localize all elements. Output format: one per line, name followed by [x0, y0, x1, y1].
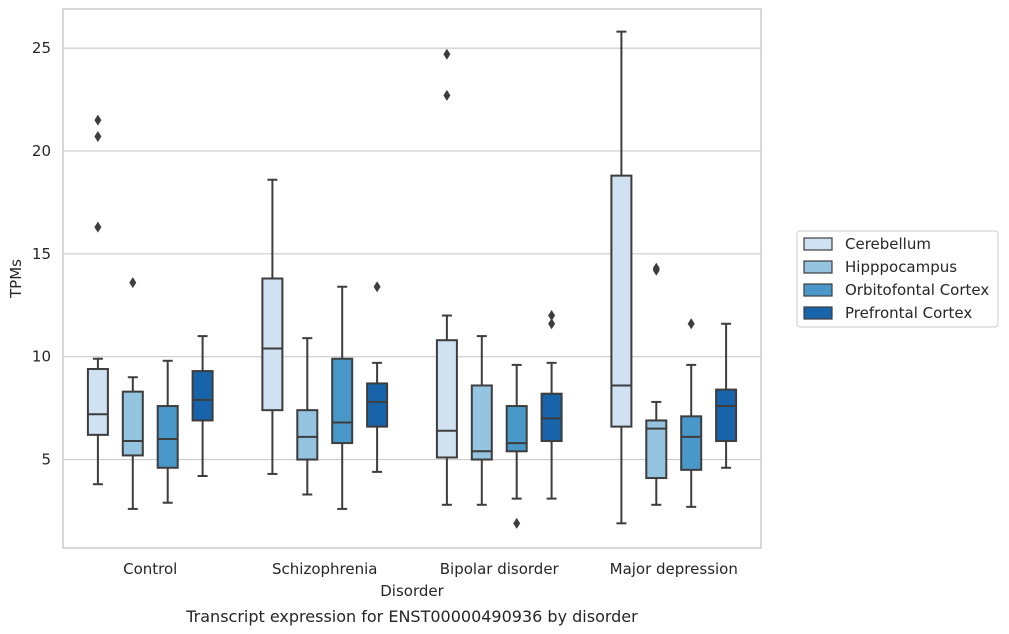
box-iqr — [156, 405, 179, 469]
x-tick-label: Major depression — [610, 560, 738, 578]
y-tick-label: 10 — [32, 348, 51, 366]
legend-label: Hipppocampus — [845, 258, 957, 276]
box-3-1 — [645, 262, 668, 506]
legend-frame — [796, 230, 999, 328]
outlier-point — [94, 221, 102, 233]
box-2-2 — [505, 363, 528, 529]
outlier-point — [513, 517, 521, 529]
box-iqr — [715, 388, 738, 443]
outlier-point — [129, 277, 137, 289]
outlier-point — [687, 318, 695, 330]
box-2-0 — [435, 48, 458, 506]
y-tick-label: 25 — [32, 39, 51, 57]
y-tick-labels: 5 10 15 20 25 — [32, 39, 51, 468]
box-iqr — [505, 405, 528, 453]
chart-caption: Transcript expression for ENST0000049093… — [185, 607, 638, 626]
box-3-3 — [715, 322, 738, 469]
legend-swatch — [803, 306, 833, 320]
legend-swatch — [803, 260, 833, 274]
box-1-0 — [261, 178, 284, 475]
box-0-3 — [191, 335, 214, 477]
outlier-point — [548, 318, 556, 330]
box-iqr — [296, 409, 319, 461]
outlier-point — [94, 131, 102, 143]
legend-label: Cerebellum — [845, 235, 931, 253]
x-tick-label: Schizophrenia — [272, 560, 377, 578]
outlier-point — [652, 262, 660, 274]
box-3-0 — [610, 30, 633, 525]
box-2-3 — [540, 310, 563, 500]
box-iqr — [540, 392, 563, 443]
box-iqr — [366, 382, 389, 428]
boxes — [86, 30, 738, 529]
box-0-0 — [86, 114, 109, 486]
box-iqr — [680, 415, 703, 471]
box-0-1 — [121, 277, 144, 510]
legend-label: Orbitofontal Cortex — [845, 281, 989, 299]
legend: Cerebellum Hipppocampus Orbitofontal Corte… — [796, 230, 999, 328]
legend-swatch — [803, 283, 833, 297]
box-2-1 — [470, 335, 493, 506]
box-0-2 — [156, 359, 179, 504]
outlier-point — [443, 48, 451, 60]
box-iqr — [610, 174, 633, 428]
box-iqr — [121, 390, 144, 457]
box-iqr — [261, 277, 284, 412]
box-iqr — [470, 384, 493, 461]
box-1-1 — [296, 337, 319, 496]
legend-label: Prefrontal Cortex — [845, 304, 972, 322]
box-iqr — [435, 339, 458, 459]
legend-items: Cerebellum Hipppocampus Orbitofontal Corte… — [803, 235, 989, 322]
x-tick-label: Control — [123, 560, 177, 578]
box-iqr — [331, 357, 354, 445]
x-axis-label: Disorder — [380, 582, 444, 600]
outlier-point — [443, 89, 451, 101]
y-tick-label: 15 — [32, 245, 51, 263]
outlier-point — [94, 114, 102, 126]
box-iqr — [645, 419, 668, 480]
gridlines — [63, 47, 761, 461]
outlier-point — [373, 281, 381, 293]
x-tick-labels: Control Schizophrenia Bipolar disorder Majo… — [123, 560, 738, 578]
legend-swatch — [803, 237, 833, 251]
y-tick-label: 20 — [32, 142, 51, 160]
box-1-2 — [331, 285, 354, 510]
plot-frame — [62, 8, 762, 549]
box-3-2 — [680, 318, 703, 508]
box-iqr — [191, 370, 214, 422]
box-iqr — [86, 368, 109, 436]
y-axis-label: TPMs — [7, 259, 25, 299]
box-1-3 — [366, 281, 389, 473]
outlier-point — [548, 310, 556, 322]
y-tick-label: 5 — [41, 451, 51, 469]
x-tick-label: Bipolar disorder — [440, 560, 560, 578]
